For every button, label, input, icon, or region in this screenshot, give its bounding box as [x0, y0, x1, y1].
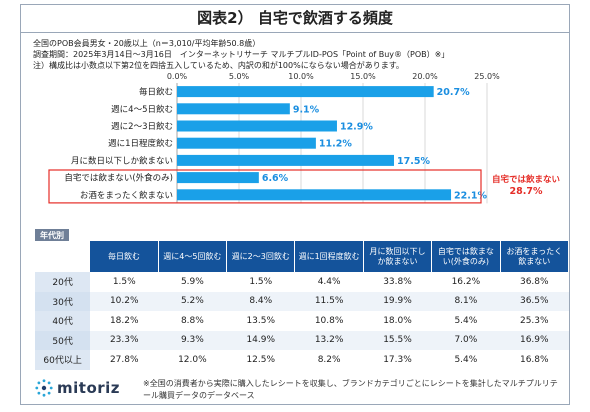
mitoriz-logo: mitoriz	[35, 379, 120, 397]
logo-text: mitoriz	[57, 379, 121, 397]
column-header: 週に1回程度飲む	[294, 241, 364, 272]
table-cell: 17.3%	[383, 354, 412, 365]
bar-chart: 0.0% 5.0% 10.0% 15.0% 20.0% 25.0% 毎日飲む 20.7% 週に4…	[48, 72, 560, 204]
row-header: 20代	[35, 272, 91, 292]
highlight-label: 自宅では飲まない	[492, 174, 560, 185]
row-header: 50代	[35, 330, 91, 350]
column-header: 毎日飲む	[90, 241, 159, 272]
category-label: 毎日飲む	[139, 87, 173, 98]
table-cell: 25.3%	[519, 315, 549, 326]
data-label: 17.5%	[397, 156, 430, 167]
x-tick-label: 15.0%	[350, 72, 376, 81]
table-cell: 15.5%	[363, 330, 432, 350]
meta-note: 注）構成比は小数点以下第2位を四捨五入しているため、内訳の和が100%にならない…	[33, 61, 404, 70]
table-cell: 12.0%	[178, 354, 207, 365]
table-cell: 8.1%	[431, 291, 501, 311]
table-cell: 18.2%	[109, 315, 139, 326]
table-cell: 12.5%	[246, 354, 276, 365]
table-cell: 27.8%	[109, 354, 139, 365]
table-cell: 16.9%	[500, 330, 569, 350]
x-tick-label: 0.0%	[167, 72, 188, 81]
x-tick-label: 25.0%	[474, 72, 500, 81]
figure-title: 図表2） 自宅で飲酒する頻度	[197, 9, 393, 27]
row-header: 40代	[35, 311, 91, 331]
bar	[177, 154, 394, 166]
title-divider	[21, 32, 569, 33]
column-header: 週に4～5回飲む	[158, 241, 228, 272]
table-cell: 8.2%	[317, 354, 341, 365]
table-cell: 10.2%	[90, 291, 159, 311]
data-label: 20.7%	[437, 87, 470, 98]
table-corner	[35, 241, 91, 272]
category-label: 週に1日程度飲む	[108, 138, 173, 149]
table-row: 50代 23.3% 9.3% 14.9% 13.2% 15.5% 7.0% 16.9%	[35, 330, 569, 350]
row-header: 30代	[35, 291, 91, 311]
bar	[177, 189, 452, 201]
data-label: 11.2%	[319, 139, 352, 150]
column-header: 週に2～3回飲む	[226, 241, 296, 272]
table-cell: 4.4%	[317, 276, 341, 287]
x-tick-label: 5.0%	[229, 72, 250, 81]
table-cell: 16.2%	[451, 276, 481, 287]
data-label: 9.1%	[293, 104, 320, 115]
table-cell: 13.5%	[246, 315, 276, 326]
table-row: 40代 18.2% 8.8% 13.5% 10.8% 18.0% 5.4% 25.3%	[35, 311, 569, 331]
bar	[177, 103, 290, 115]
table-cell: 5.9%	[180, 276, 204, 287]
column-header: お酒をまったく飲まない	[500, 241, 570, 272]
meta-period: 調査期間：2025年3月14日～3月16日 インターネットリサーチ マルチプルI…	[33, 50, 450, 59]
table-cell: 33.8%	[383, 276, 412, 287]
table-cell: 14.9%	[226, 330, 295, 350]
bar	[177, 120, 337, 132]
data-label: 12.9%	[340, 122, 373, 133]
table-cell: 10.8%	[314, 315, 344, 326]
category-label: 月に数日以下しか飲まない	[71, 155, 173, 166]
category-label: 週に2～3日飲む	[111, 121, 173, 132]
age-table: 毎日飲む 週に4～5回飲む 週に2～3回飲む 週に1回程度飲む 月に数回以下しか飲まない…	[35, 241, 570, 370]
table-section-label: 年代別	[35, 229, 69, 242]
table-cell: 36.8%	[519, 276, 549, 287]
bar	[177, 172, 259, 184]
meta-sample: 全国のPOB会員男女・20歳以上（n＝3,010/平均年齢50.8歳）	[33, 39, 261, 48]
table-cell: 5.4%	[454, 354, 478, 365]
x-tick-label: 20.0%	[412, 72, 438, 81]
table-cell: 7.0%	[431, 330, 501, 350]
footnote: ※全国の消費者から実際に購入したレシートを収集し、ブランドカテゴリごとにレシート…	[143, 379, 558, 400]
row-header: 60代以上	[35, 350, 91, 370]
x-tick-label: 10.0%	[288, 72, 314, 81]
table-cell: 36.5%	[500, 291, 569, 311]
figure-frame: 図表2） 自宅で飲酒する頻度 全国のPOB会員男女・20歳以上（n＝3,010/…	[20, 4, 570, 405]
table-cell: 5.4%	[454, 315, 478, 326]
table-cell: 9.3%	[158, 330, 227, 350]
column-header: 自宅では飲まない(外食のみ)	[431, 241, 501, 272]
table-cell: 8.8%	[180, 315, 204, 326]
table-cell: 11.5%	[294, 291, 364, 311]
dotted-ring-logo-icon	[35, 379, 53, 397]
table-row: 30代 10.2% 5.2% 8.4% 11.5% 19.9% 8.1% 36.5%	[35, 291, 569, 311]
table-cell: 13.2%	[294, 330, 364, 350]
data-label: 22.1%	[454, 190, 487, 201]
table-row: 20代 1.5% 5.9% 1.5% 4.4% 33.8% 16.2% 36.8%	[35, 272, 569, 292]
table-cell: 18.0%	[383, 315, 412, 326]
category-label: お酒をまったく飲まない	[80, 190, 173, 201]
category-label: 週に4～5日飲む	[111, 104, 173, 115]
table-cell: 8.4%	[226, 291, 295, 311]
table-cell: 16.8%	[519, 354, 549, 365]
column-header: 月に数回以下しか飲まない	[363, 241, 433, 272]
bar	[177, 86, 434, 98]
table-cell: 19.9%	[363, 291, 432, 311]
table-cell: 5.2%	[158, 291, 227, 311]
table-cell: 1.5%	[249, 276, 273, 287]
category-label: 自宅では飲まない(外食のみ)	[64, 173, 173, 184]
highlight-value: 28.7%	[510, 186, 543, 197]
data-label: 6.6%	[262, 173, 289, 184]
bar	[177, 137, 316, 149]
table-cell: 1.5%	[112, 276, 136, 287]
highlight-box	[48, 169, 482, 204]
table-cell: 23.3%	[90, 330, 159, 350]
table-row: 60代以上 27.8% 12.0% 12.5% 8.2% 17.3% 5.4% 16.8%	[35, 350, 569, 370]
